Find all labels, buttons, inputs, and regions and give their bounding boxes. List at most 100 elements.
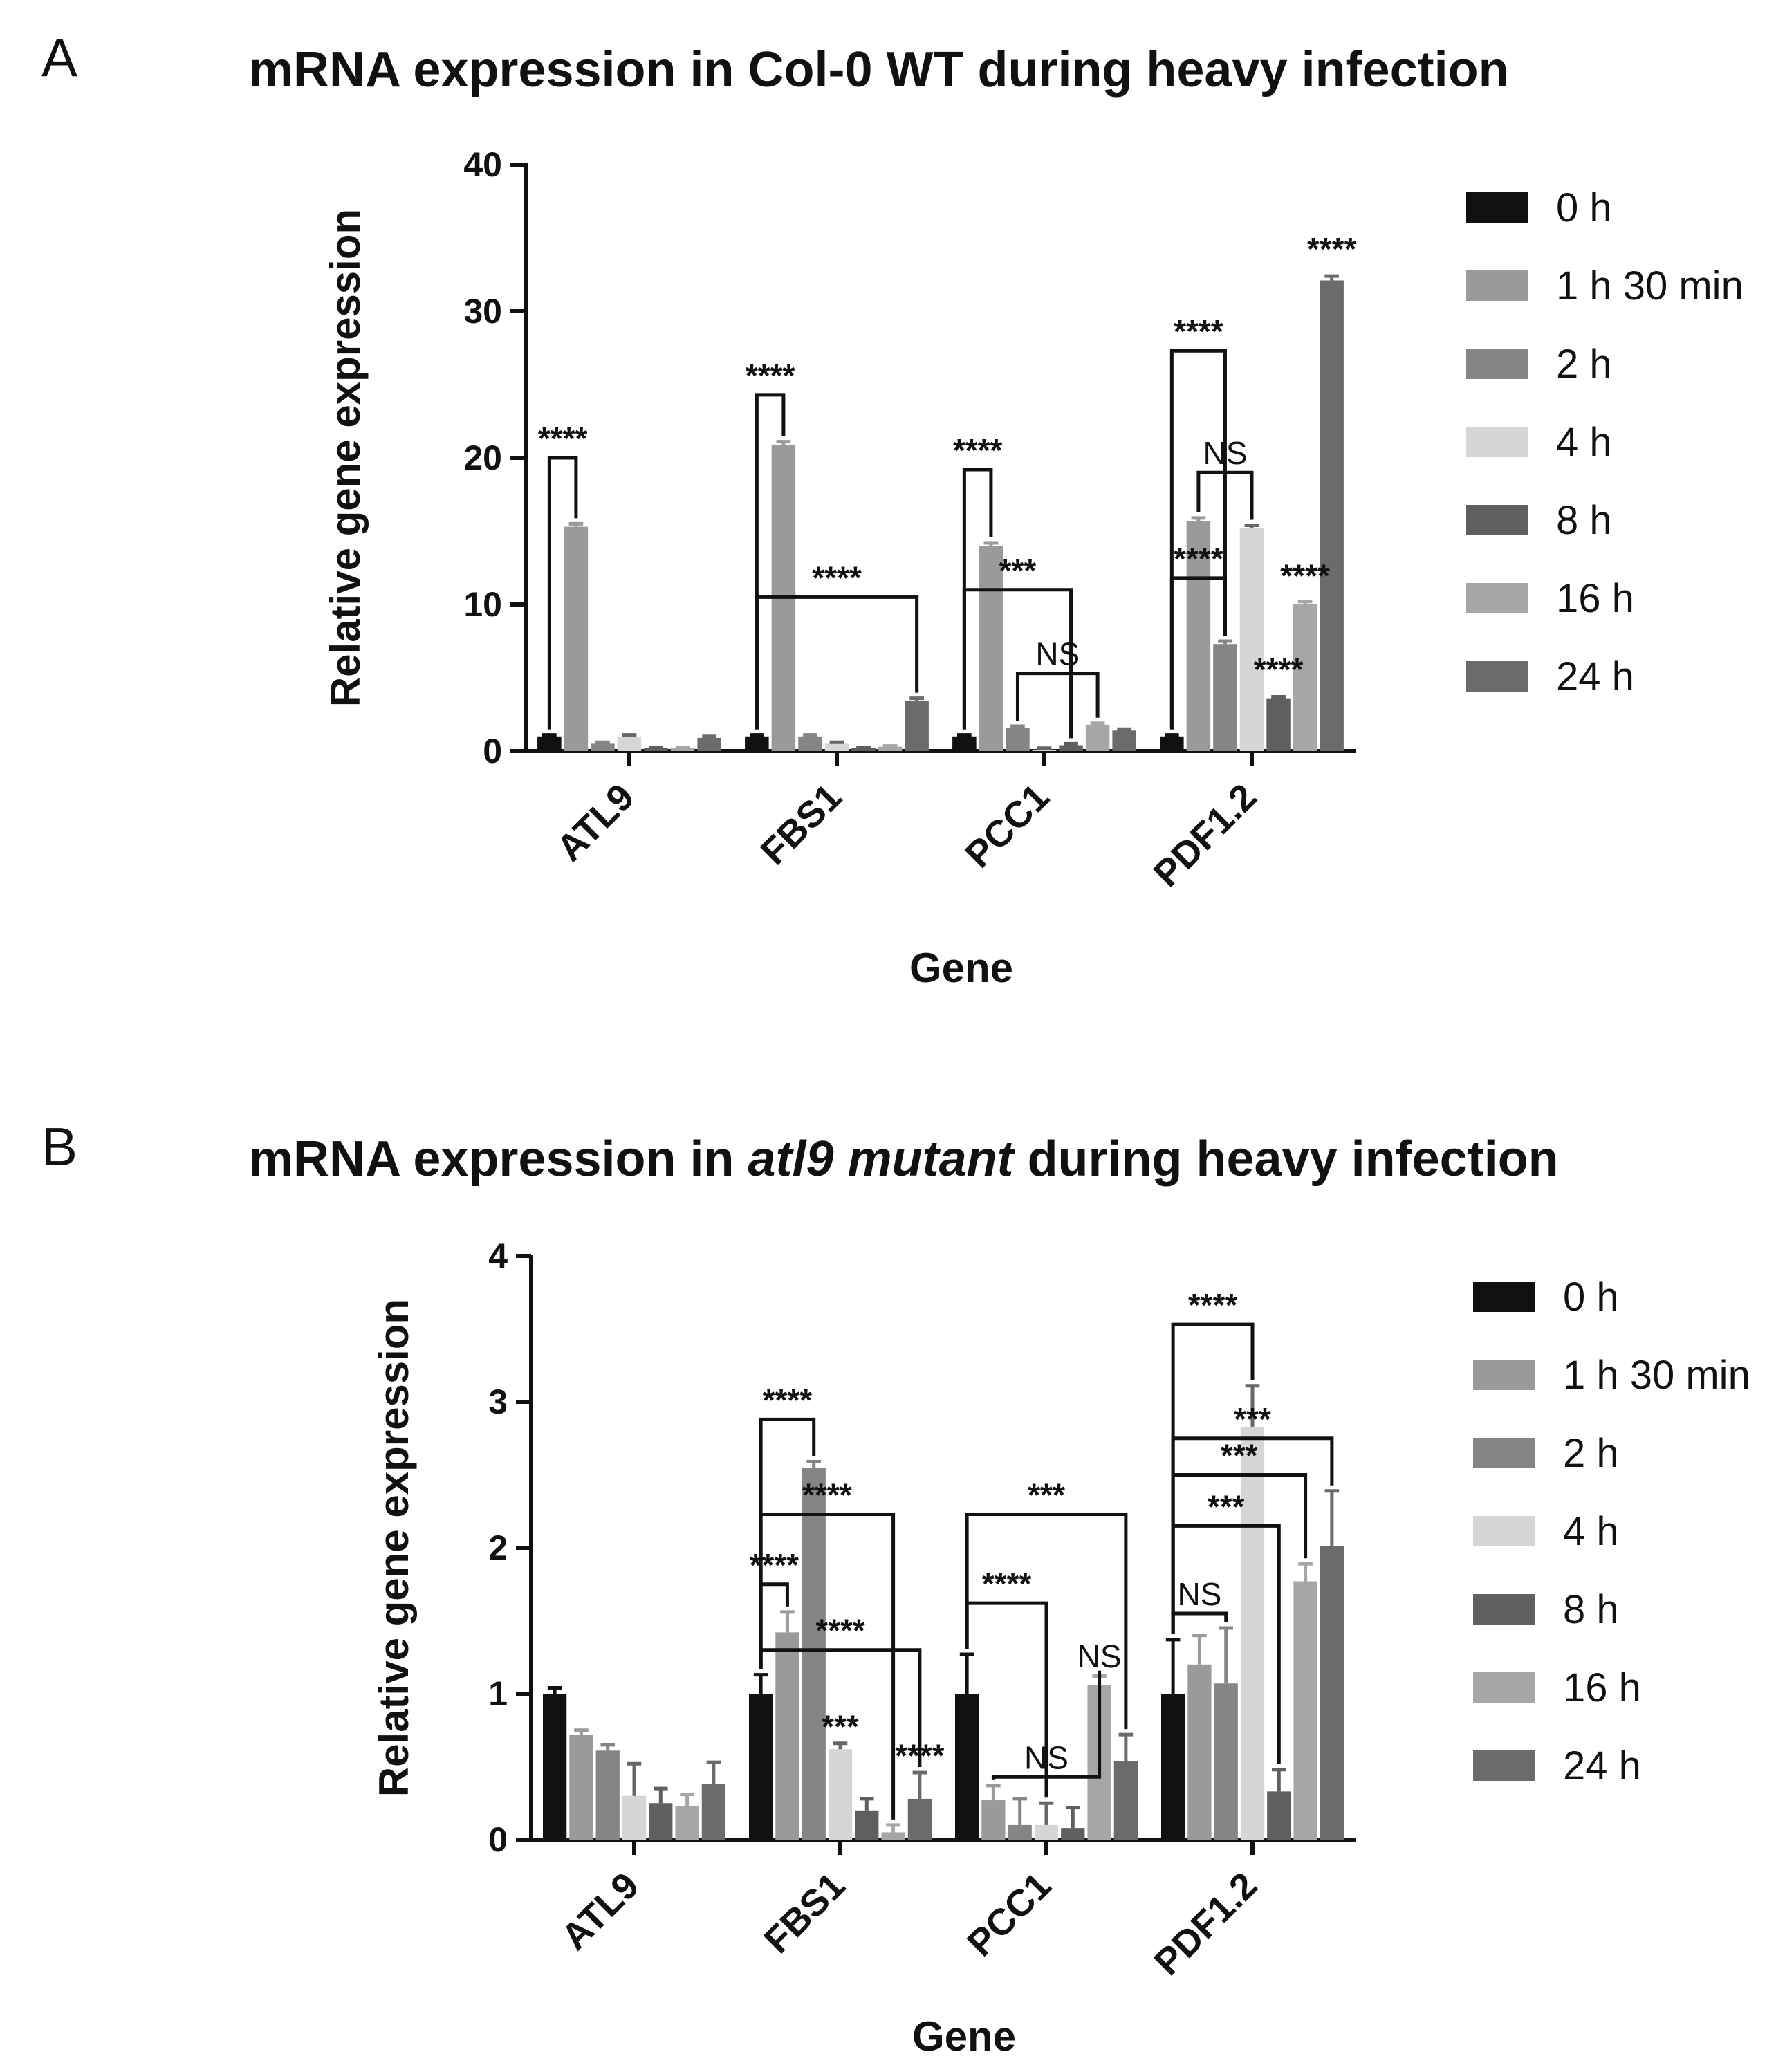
bar [748,1694,773,1840]
bar [851,748,876,751]
significance-bracket [991,1670,1102,1780]
significance-bracket [759,1648,922,1767]
bar [1006,728,1030,751]
legend-label: 24 h [1556,654,1634,699]
significance-label: **** [953,432,1003,468]
bar [564,526,589,751]
legend-swatch [1466,192,1528,223]
legend-label: 16 h [1563,1665,1641,1710]
significance-bracket [965,1512,1128,1730]
significance-bracket [755,595,919,730]
bar [1213,644,1237,751]
y-axis-title: Relative gene expression [371,1299,417,1797]
bar [1214,1683,1238,1840]
point-significance-label: **** [1307,231,1357,267]
x-tick-label: FBS1 [752,776,849,873]
significance-label: NS [1177,1576,1221,1612]
bar [675,1806,699,1840]
significance-label: **** [1188,1287,1238,1323]
legend-label: 2 h [1556,342,1612,387]
y-tick-label: 1 [488,1674,508,1713]
significance-label: **** [802,1477,852,1513]
bar [1293,1581,1317,1840]
bar [1034,1824,1059,1840]
bar [1187,1664,1212,1840]
y-tick-label: 0 [488,1820,508,1859]
bar [1266,698,1291,751]
bar [1240,1426,1265,1840]
significance-label: **** [1174,313,1223,349]
significance-bracket [962,588,1073,739]
significance-bracket [1171,1611,1228,1634]
significance-label: **** [763,1382,813,1418]
bar [701,1784,726,1840]
bar [1059,745,1083,751]
legend-label: 2 h [1563,1431,1619,1476]
significance-label: **** [746,358,795,394]
bar [697,737,721,751]
significance-bracket [1171,1524,1281,1764]
bar [798,736,822,751]
bar [855,1810,879,1840]
x-tick-label: PCC1 [959,1865,1059,1964]
bar [1008,1824,1032,1840]
significance-bracket [1196,470,1254,520]
bar [878,746,903,751]
significance-label: *** [1208,1488,1245,1524]
legend-swatch [1473,1282,1535,1312]
chart-title: mRNA expression in atl9 mutant during he… [249,1131,1559,1187]
title-part-italic: atl9 mutant [748,1131,1016,1187]
point-significance-label: **** [895,1738,945,1774]
significance-label: *** [1234,1401,1271,1437]
legend-label: 0 h [1563,1275,1619,1320]
point-significance-label: NS [1077,1638,1122,1674]
bar [595,1750,620,1840]
legend-swatch [1473,1438,1535,1468]
legend-swatch [1466,505,1528,535]
significance-bracket [1169,349,1227,730]
point-significance-label: **** [1280,558,1330,594]
y-tick-label: 30 [463,292,502,331]
legend-label: 4 h [1556,420,1612,465]
significance-bracket [759,1582,789,1669]
significance-bracket [547,456,578,730]
significance-label: **** [538,420,588,456]
bar [1320,1546,1344,1840]
bar [1186,521,1211,751]
bar [670,748,695,751]
bar [828,1749,853,1840]
significance-label: *** [1028,1477,1065,1513]
significance-label: NS [1024,1739,1069,1775]
x-axis-title: Gene [909,945,1013,991]
bar [907,1798,932,1840]
bar [824,743,849,751]
legend-swatch [1466,583,1528,613]
bar [1267,1791,1291,1840]
bar [1160,1694,1185,1840]
legend-label: 4 h [1563,1509,1619,1554]
legend-swatch [1473,1516,1535,1546]
legend-label: 1 h 30 min [1563,1353,1750,1398]
y-axis-title: Relative gene expression [322,209,369,707]
x-axis-title: Gene [912,2013,1016,2060]
bar [649,1803,673,1840]
bar [745,736,769,751]
x-tick-label: ATL9 [548,776,642,869]
bar [1113,1761,1138,1840]
bar [905,701,929,751]
x-tick-label: PCC1 [957,776,1057,876]
panel-letter: B [41,1116,77,1177]
legend-swatch [1466,427,1528,457]
y-tick-label: 0 [483,732,502,770]
panel-letter: A [41,27,77,88]
bar [952,736,977,751]
bar [1112,730,1136,751]
legend-swatch [1466,270,1528,301]
bar [802,1467,826,1840]
bar [1061,1828,1085,1840]
point-significance-label: *** [822,1708,859,1744]
x-tick-label: ATL9 [553,1865,647,1958]
legend-swatch [1466,349,1528,379]
